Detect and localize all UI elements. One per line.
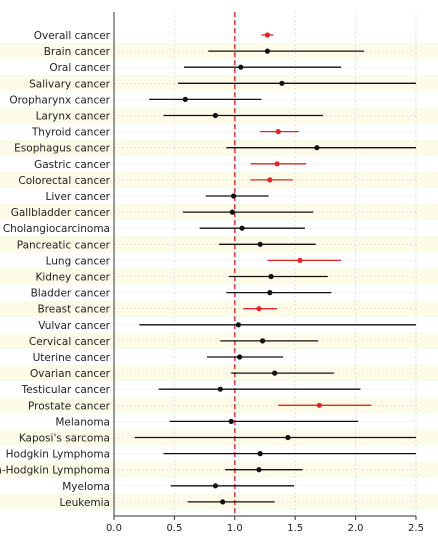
estimate-point bbox=[279, 80, 285, 86]
row-label: Non-Hodgkin Lymphoma bbox=[0, 465, 110, 477]
row-label: Prostate cancer bbox=[28, 400, 111, 412]
estimate-point bbox=[316, 402, 322, 408]
axes: 0.0 0.5 1.0 1.5 2.0 2.5 bbox=[106, 12, 424, 534]
row-label: Thyroid cancer bbox=[31, 127, 111, 139]
estimate-point bbox=[217, 386, 223, 392]
row-label: Kidney cancer bbox=[35, 272, 110, 284]
row-label: Kaposi's sarcoma bbox=[19, 433, 110, 445]
row-label: Vulvar cancer bbox=[38, 320, 110, 332]
x-tick-label: 0.5 bbox=[166, 523, 182, 534]
row-label: Oropharynx cancer bbox=[9, 94, 110, 106]
row-label: Cervical cancer bbox=[29, 336, 111, 348]
row-label: Brain cancer bbox=[44, 46, 111, 58]
estimate-point bbox=[220, 499, 226, 505]
x-tick-label: 0.0 bbox=[106, 523, 122, 534]
row-label: Lung cancer bbox=[46, 255, 111, 267]
row-label: Ovarian cancer bbox=[30, 368, 111, 380]
estimate-point bbox=[267, 290, 273, 296]
row-label: Overall cancer bbox=[34, 30, 111, 42]
estimate-point bbox=[182, 96, 188, 102]
estimate-point bbox=[239, 225, 245, 231]
row-label: Gastric cancer bbox=[34, 159, 111, 171]
row-label: Salivary cancer bbox=[29, 78, 111, 90]
row-label: Pancreatic cancer bbox=[17, 239, 111, 251]
row-label: Myeloma bbox=[62, 481, 110, 493]
row-label: Esophagus cancer bbox=[14, 143, 111, 155]
estimate-point bbox=[314, 145, 320, 151]
estimate-point bbox=[285, 434, 291, 441]
row-label: Uterine cancer bbox=[33, 352, 111, 364]
estimate-point bbox=[228, 418, 234, 424]
estimate-point bbox=[267, 177, 273, 183]
row-label: Liver cancer bbox=[45, 191, 110, 203]
estimate-point bbox=[230, 193, 237, 199]
row-label: Bladder cancer bbox=[31, 288, 111, 300]
estimate-point bbox=[256, 306, 262, 312]
estimate-point bbox=[264, 48, 271, 54]
row-label: Colorectal cancer bbox=[18, 175, 110, 187]
estimate-point bbox=[256, 467, 262, 473]
estimate-point bbox=[297, 257, 303, 263]
estimate-point bbox=[238, 64, 244, 70]
row-label: Leukemia bbox=[59, 497, 110, 509]
data-rows: Overall cancer Brain cancer Oral cancer Sal… bbox=[0, 30, 416, 509]
estimate-point bbox=[212, 112, 219, 119]
row-label: Hodgkin Lymphoma bbox=[6, 449, 110, 461]
estimate-point bbox=[229, 209, 235, 215]
estimate-point bbox=[237, 354, 243, 360]
x-tick-label: 1.5 bbox=[287, 523, 303, 534]
estimate-point bbox=[274, 161, 280, 167]
estimate-point bbox=[259, 338, 266, 344]
row-label: Gallbladder cancer bbox=[11, 207, 111, 219]
row-label: Breast cancer bbox=[37, 304, 110, 316]
estimate-point bbox=[275, 129, 281, 135]
x-tick-label: 2.5 bbox=[408, 523, 424, 534]
row-label: Cholangiocarcinoma bbox=[3, 223, 110, 235]
row-label: Larynx cancer bbox=[36, 111, 111, 123]
row-label: Melanoma bbox=[55, 416, 110, 428]
row-label: Oral cancer bbox=[49, 62, 110, 74]
x-tick-label: 1.0 bbox=[227, 523, 243, 534]
row-label: Testicular cancer bbox=[21, 384, 111, 396]
estimate-point bbox=[235, 322, 242, 328]
estimate-point bbox=[212, 483, 219, 489]
estimate-point bbox=[272, 370, 278, 376]
estimate-point bbox=[268, 273, 274, 280]
estimate-point bbox=[257, 241, 263, 247]
estimate-point bbox=[264, 32, 271, 38]
x-tick-label: 2.0 bbox=[348, 523, 364, 534]
estimate-point bbox=[257, 451, 263, 457]
